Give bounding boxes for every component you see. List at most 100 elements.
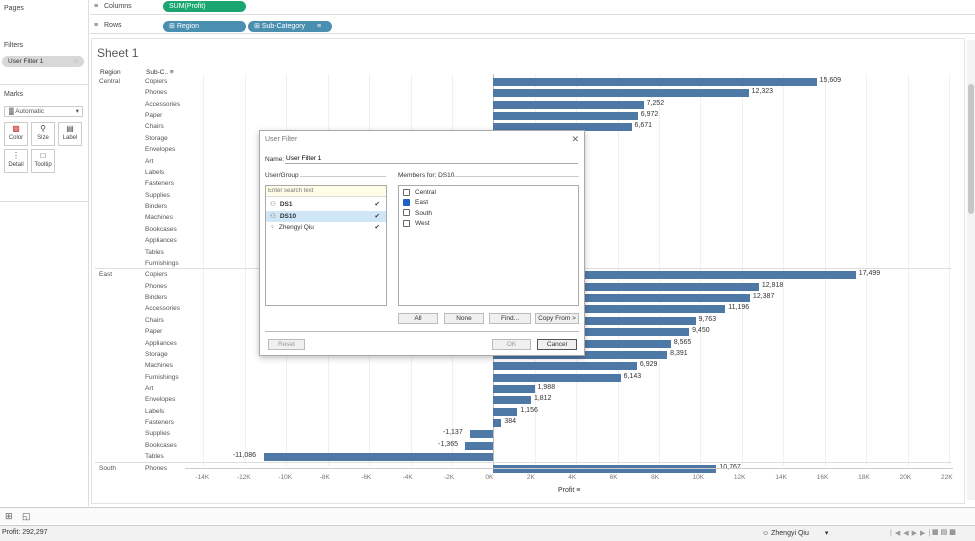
- subcategory-label[interactable]: Labels: [145, 407, 165, 415]
- member-row[interactable]: East: [403, 198, 428, 208]
- ok-button[interactable]: OK: [492, 339, 531, 350]
- subcategory-label[interactable]: Phones: [145, 282, 168, 290]
- subcategory-label[interactable]: Machines: [145, 362, 173, 370]
- profit-bar[interactable]: [493, 305, 726, 314]
- subcategory-label[interactable]: Envelopes: [145, 396, 176, 404]
- profit-bar[interactable]: [493, 419, 502, 428]
- region-label[interactable]: East: [99, 271, 113, 279]
- subcategory-label[interactable]: Envelopes: [145, 146, 176, 154]
- profit-bar[interactable]: [493, 362, 637, 371]
- user-row[interactable]: ⚇ DS10 ✔: [266, 210, 386, 222]
- user-row[interactable]: ⚇ DS1 ✔: [266, 199, 386, 210]
- profit-bar[interactable]: [493, 294, 750, 303]
- member-checkbox[interactable]: [403, 188, 410, 196]
- cancel-button[interactable]: Cancel: [537, 339, 577, 350]
- size-card[interactable]: ⚲ Size: [31, 122, 55, 146]
- member-checkbox[interactable]: [403, 199, 410, 207]
- subcategory-label[interactable]: Paper: [145, 112, 163, 120]
- member-row[interactable]: West: [403, 219, 430, 229]
- color-card[interactable]: ▩ Color: [4, 122, 28, 146]
- close-icon[interactable]: ✕: [571, 134, 579, 144]
- mark-type-select[interactable]: ▓ Automatic ▾: [4, 106, 83, 117]
- member-checkbox[interactable]: [403, 219, 410, 227]
- gridline: [700, 74, 702, 466]
- subcategory-label[interactable]: Copiers: [145, 271, 168, 279]
- profit-bar[interactable]: [493, 89, 749, 98]
- subcategory-label[interactable]: Paper: [145, 328, 163, 336]
- rows-pill-subcategory[interactable]: ⊞ Sub-Category ≡: [248, 21, 332, 32]
- tooltip-card[interactable]: □ Tooltip: [31, 149, 55, 173]
- rows-pill-region[interactable]: ⊞ Region: [163, 21, 246, 32]
- subcategory-label[interactable]: Bookcases: [145, 441, 177, 449]
- member-row[interactable]: South: [403, 209, 432, 219]
- profit-bar[interactable]: [493, 112, 638, 121]
- profit-bar[interactable]: [465, 441, 494, 450]
- subcategory-label[interactable]: Storage: [145, 350, 168, 358]
- profit-bar[interactable]: [493, 100, 644, 109]
- vertical-scrollbar[interactable]: [967, 40, 975, 500]
- profit-bar[interactable]: [469, 430, 494, 439]
- new-worksheet-icon[interactable]: ◱: [22, 511, 31, 521]
- subcategory-label[interactable]: Labels: [145, 168, 165, 176]
- member-checkbox[interactable]: [403, 209, 410, 217]
- profit-bar[interactable]: [493, 407, 518, 416]
- new-datasource-icon[interactable]: ⊞: [5, 511, 13, 521]
- subcategory-label[interactable]: Chairs: [145, 123, 164, 131]
- subcategory-label[interactable]: Chairs: [145, 316, 164, 324]
- subcategory-label[interactable]: Furnishings: [145, 259, 179, 267]
- region-label[interactable]: South: [99, 464, 116, 472]
- region-label[interactable]: Central: [99, 78, 120, 85]
- profit-bar[interactable]: [493, 271, 856, 280]
- subcategory-label[interactable]: Tables: [145, 453, 164, 461]
- filter-pill-user-filter[interactable]: User Filter 1 ○: [2, 56, 84, 67]
- view-mode-icons[interactable]: ▦▤▩: [932, 529, 958, 536]
- subcategory-label[interactable]: Art: [145, 384, 154, 392]
- subcategory-label[interactable]: Accessories: [145, 100, 181, 108]
- name-input[interactable]: [285, 154, 578, 164]
- user-row[interactable]: ♀ Zhengyi Qiu ✔: [266, 222, 386, 233]
- profit-bar[interactable]: [493, 78, 817, 86]
- subcategory-label[interactable]: Appliances: [145, 237, 177, 245]
- user-search-input[interactable]: [266, 186, 386, 197]
- status-user[interactable]: ☺ Zhengyi Qiu ▾: [762, 529, 828, 537]
- subcategory-label[interactable]: Fasteners: [145, 180, 174, 188]
- subcategory-label[interactable]: Appliances: [145, 339, 177, 347]
- subcategory-label[interactable]: Binders: [145, 203, 168, 211]
- subcategory-label[interactable]: Phones: [145, 89, 168, 97]
- subcategory-label[interactable]: Art: [145, 157, 154, 165]
- subcategory-label[interactable]: Phones: [145, 464, 168, 472]
- subcategory-label[interactable]: Accessories: [145, 305, 181, 313]
- subcategory-label[interactable]: Furnishings: [145, 373, 179, 381]
- x-tick-label: -14K: [195, 474, 210, 481]
- subcategory-label[interactable]: Supplies: [145, 430, 170, 438]
- profit-bar[interactable]: [493, 123, 632, 132]
- profit-bar[interactable]: [493, 328, 690, 337]
- subcategory-label[interactable]: Copiers: [145, 78, 168, 85]
- scrollbar-thumb[interactable]: [968, 84, 974, 214]
- profit-bar[interactable]: [493, 316, 696, 325]
- profit-bar[interactable]: [493, 373, 621, 382]
- profit-bar[interactable]: [493, 282, 759, 291]
- member-row[interactable]: Central: [403, 188, 436, 198]
- detail-card[interactable]: ⋮ Detail: [4, 149, 28, 173]
- subcategory-label[interactable]: Machines: [145, 214, 173, 222]
- columns-pill-profit[interactable]: SUM(Profit): [163, 1, 246, 12]
- sort-desc-icon[interactable]: ≡: [169, 69, 174, 76]
- profit-bar[interactable]: [493, 384, 535, 393]
- subcategory-label[interactable]: Tables: [145, 248, 164, 256]
- none-button[interactable]: None: [444, 313, 484, 324]
- subcategory-label[interactable]: Bookcases: [145, 225, 177, 233]
- reset-button[interactable]: Reset: [268, 339, 305, 350]
- copy-from-button[interactable]: Copy From >: [535, 313, 579, 324]
- profit-bar[interactable]: [263, 453, 494, 462]
- page-nav-icons[interactable]: |◀◀▶▶|: [890, 530, 934, 537]
- all-button[interactable]: All: [398, 313, 438, 324]
- axis-sort-icon[interactable]: ≡: [576, 487, 581, 494]
- find-button[interactable]: Find...: [489, 313, 531, 324]
- subcategory-label[interactable]: Binders: [145, 294, 168, 302]
- subcategory-label[interactable]: Fasteners: [145, 419, 174, 427]
- subcategory-label[interactable]: Supplies: [145, 191, 170, 199]
- profit-bar[interactable]: [493, 396, 531, 405]
- label-card[interactable]: ▤ Label: [58, 122, 82, 146]
- subcategory-label[interactable]: Storage: [145, 134, 168, 142]
